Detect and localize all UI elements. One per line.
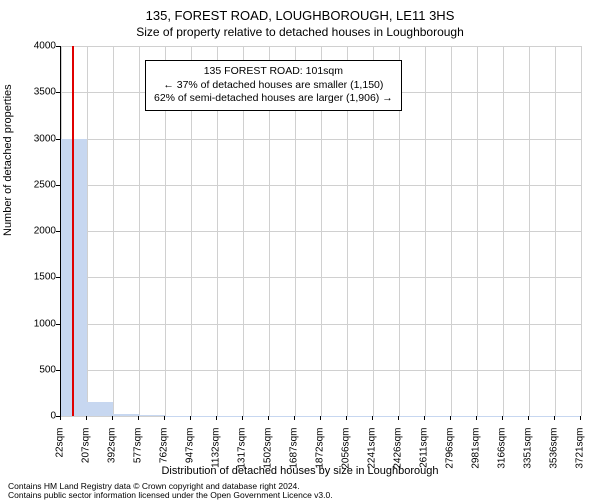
- xtick-mark: [216, 416, 217, 420]
- ytick-mark: [56, 370, 60, 371]
- xtick-mark: [112, 416, 113, 420]
- gridline-v: [87, 46, 88, 416]
- chart-subtitle: Size of property relative to detached ho…: [0, 25, 600, 39]
- gridline-v: [529, 46, 530, 416]
- ytick-mark: [56, 139, 60, 140]
- gridline-v: [477, 46, 478, 416]
- xtick-label: 2611sqm: [418, 428, 429, 470]
- ytick-mark: [56, 277, 60, 278]
- xtick-mark: [138, 416, 139, 420]
- xtick-label: 2426sqm: [392, 428, 403, 470]
- info-line-1: 135 FOREST ROAD: 101sqm: [154, 65, 393, 79]
- ytick-mark: [56, 92, 60, 93]
- ytick-label: 2500: [28, 179, 56, 190]
- xtick-mark: [268, 416, 269, 420]
- footer-line-2: Contains public sector information licen…: [8, 491, 333, 500]
- xtick-label: 207sqm: [81, 428, 92, 470]
- xtick-mark: [164, 416, 165, 420]
- gridline-v: [581, 46, 582, 416]
- gridline-v: [503, 46, 504, 416]
- xtick-label: 577sqm: [133, 428, 144, 470]
- gridline-v: [555, 46, 556, 416]
- xtick-mark: [190, 416, 191, 420]
- ytick-label: 500: [28, 364, 56, 375]
- xtick-mark: [398, 416, 399, 420]
- xtick-mark: [242, 416, 243, 420]
- xtick-label: 22sqm: [55, 428, 66, 470]
- xtick-mark: [86, 416, 87, 420]
- info-line-2: ← 37% of detached houses are smaller (1,…: [154, 79, 393, 93]
- xtick-mark: [476, 416, 477, 420]
- xtick-label: 1687sqm: [289, 428, 300, 470]
- histogram-bar: [87, 402, 113, 416]
- ytick-mark: [56, 185, 60, 186]
- ytick-mark: [56, 231, 60, 232]
- xtick-label: 2981sqm: [470, 428, 481, 470]
- xtick-mark: [320, 416, 321, 420]
- xtick-label: 1502sqm: [263, 428, 274, 470]
- xtick-label: 1317sqm: [237, 428, 248, 470]
- ytick-label: 4000: [28, 41, 56, 52]
- ytick-label: 0: [28, 411, 56, 422]
- gridline-v: [139, 46, 140, 416]
- xtick-label: 3536sqm: [548, 428, 559, 470]
- highlight-line: [72, 46, 74, 416]
- xtick-label: 762sqm: [159, 428, 170, 470]
- ytick-label: 1000: [28, 318, 56, 329]
- xtick-mark: [528, 416, 529, 420]
- info-line-3: 62% of semi-detached houses are larger (…: [154, 92, 393, 106]
- xtick-mark: [580, 416, 581, 420]
- xtick-label: 3351sqm: [522, 428, 533, 470]
- xtick-label: 2241sqm: [366, 428, 377, 470]
- xtick-mark: [424, 416, 425, 420]
- ytick-label: 1500: [28, 272, 56, 283]
- ytick-label: 2000: [28, 226, 56, 237]
- y-axis-label: Number of detached properties: [2, 84, 14, 236]
- xtick-mark: [554, 416, 555, 420]
- xtick-mark: [294, 416, 295, 420]
- info-box: 135 FOREST ROAD: 101sqm ← 37% of detache…: [145, 60, 402, 111]
- ytick-mark: [56, 46, 60, 47]
- chart-title: 135, FOREST ROAD, LOUGHBOROUGH, LE11 3HS: [0, 8, 600, 23]
- xtick-mark: [502, 416, 503, 420]
- histogram-bar: [113, 414, 139, 416]
- ytick-label: 3000: [28, 133, 56, 144]
- gridline-v: [451, 46, 452, 416]
- xtick-label: 947sqm: [185, 428, 196, 470]
- xtick-mark: [372, 416, 373, 420]
- ytick-mark: [56, 324, 60, 325]
- gridline-v: [113, 46, 114, 416]
- xtick-mark: [60, 416, 61, 420]
- histogram-bar: [139, 415, 165, 416]
- chart-header: 135, FOREST ROAD, LOUGHBOROUGH, LE11 3HS…: [0, 8, 600, 39]
- footer: Contains HM Land Registry data © Crown c…: [8, 482, 333, 501]
- xtick-label: 1132sqm: [211, 428, 222, 470]
- xtick-label: 392sqm: [107, 428, 118, 470]
- xtick-label: 3721sqm: [575, 428, 586, 470]
- xtick-mark: [450, 416, 451, 420]
- xtick-label: 3166sqm: [496, 428, 507, 470]
- xtick-mark: [346, 416, 347, 420]
- xtick-label: 2056sqm: [340, 428, 351, 470]
- gridline-v: [425, 46, 426, 416]
- xtick-label: 2796sqm: [444, 428, 455, 470]
- ytick-label: 3500: [28, 87, 56, 98]
- xtick-label: 1872sqm: [315, 428, 326, 470]
